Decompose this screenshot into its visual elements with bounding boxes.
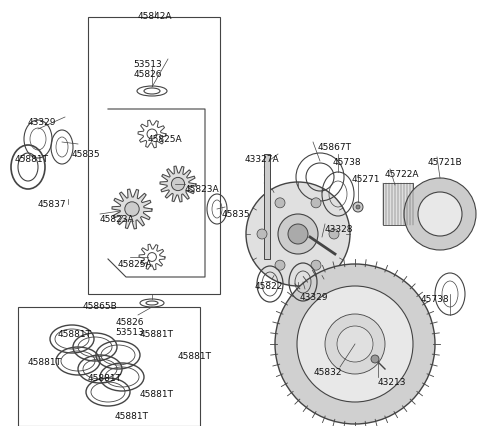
Circle shape xyxy=(325,314,385,374)
Circle shape xyxy=(311,261,321,271)
Circle shape xyxy=(246,183,350,286)
Text: 45738: 45738 xyxy=(333,158,361,167)
Text: 45826
53513: 45826 53513 xyxy=(116,317,144,337)
Text: 45865B: 45865B xyxy=(83,301,118,310)
Text: 43328: 43328 xyxy=(325,225,353,233)
Circle shape xyxy=(257,230,267,239)
Circle shape xyxy=(278,215,318,254)
Text: 45881T: 45881T xyxy=(58,329,92,338)
Text: 43213: 43213 xyxy=(378,377,407,386)
Circle shape xyxy=(337,326,373,362)
Circle shape xyxy=(171,178,185,191)
Text: 45822: 45822 xyxy=(255,281,283,290)
Circle shape xyxy=(371,355,379,363)
Text: 45881T: 45881T xyxy=(178,351,212,360)
Text: 45881T: 45881T xyxy=(88,373,122,382)
Text: 45738: 45738 xyxy=(420,294,449,303)
Polygon shape xyxy=(112,190,152,229)
Text: 45825A: 45825A xyxy=(148,135,182,144)
Text: 45721B: 45721B xyxy=(428,158,463,167)
Bar xyxy=(18,307,200,426)
Text: 45881T: 45881T xyxy=(15,155,49,164)
Circle shape xyxy=(275,199,285,208)
Polygon shape xyxy=(160,167,196,202)
Circle shape xyxy=(288,225,308,245)
Text: 45842A: 45842A xyxy=(138,12,172,21)
Text: 45881T: 45881T xyxy=(140,389,174,398)
Text: 45881T: 45881T xyxy=(115,411,149,420)
Circle shape xyxy=(297,286,413,402)
Text: 45825A: 45825A xyxy=(118,259,153,268)
Circle shape xyxy=(418,193,462,236)
Bar xyxy=(383,184,413,225)
Circle shape xyxy=(356,205,360,210)
Text: 53513
45826: 53513 45826 xyxy=(133,60,162,79)
Circle shape xyxy=(311,199,321,208)
Text: 43327A: 43327A xyxy=(245,155,279,164)
Text: 45837: 45837 xyxy=(38,199,67,208)
Circle shape xyxy=(404,178,476,250)
Text: 45823A: 45823A xyxy=(185,184,220,193)
Text: 45881T: 45881T xyxy=(28,357,62,366)
Text: 43329: 43329 xyxy=(300,292,328,301)
Text: 45271: 45271 xyxy=(352,175,381,184)
Bar xyxy=(88,18,220,294)
Circle shape xyxy=(353,202,363,213)
Circle shape xyxy=(125,202,139,217)
Circle shape xyxy=(329,230,339,239)
Text: 45867T: 45867T xyxy=(318,143,352,152)
Text: 45832: 45832 xyxy=(314,367,342,376)
Text: 45881T: 45881T xyxy=(140,329,174,338)
Circle shape xyxy=(275,261,285,271)
Text: 45722A: 45722A xyxy=(385,170,420,178)
Text: 43329: 43329 xyxy=(28,118,57,127)
Text: 45835: 45835 xyxy=(222,210,251,219)
Text: 45835: 45835 xyxy=(72,150,101,158)
Text: 45823A: 45823A xyxy=(100,215,134,224)
Bar xyxy=(264,155,270,259)
Circle shape xyxy=(275,265,435,424)
